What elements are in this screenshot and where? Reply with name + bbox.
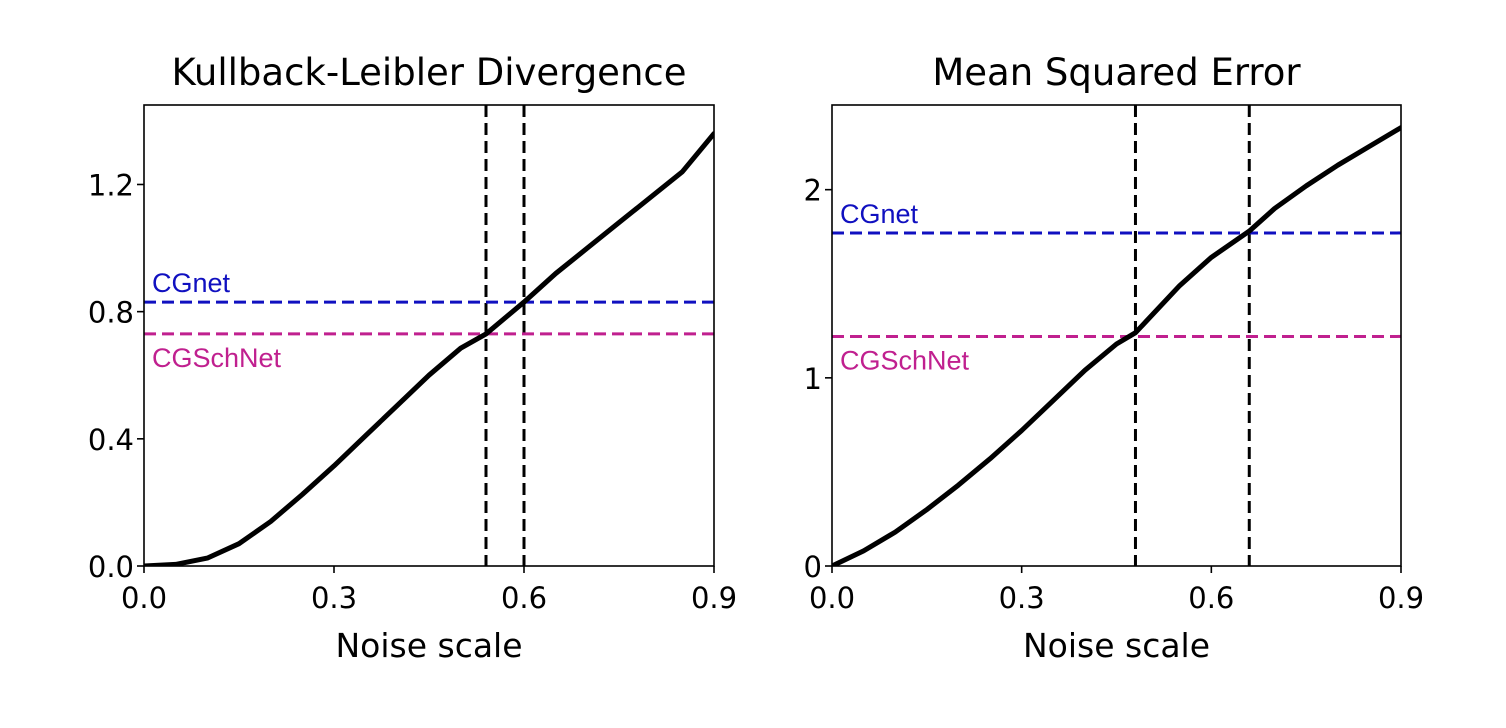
y-tick-label: 2 (804, 174, 822, 208)
x-tick-label: 0.0 (809, 581, 855, 615)
data-series-line (144, 131, 714, 566)
kl-divergence-panel: Kullback-Leibler Divergence 0.0 0.3 0.6 0.9 0… (88, 51, 737, 665)
reference-line-label: CGSchNet (840, 345, 970, 375)
reference-line-label: CGnet (840, 199, 919, 229)
reference-line-label: CGSchNet (152, 343, 282, 373)
plot-area (832, 105, 1401, 566)
y-tick-label: 0.4 (88, 423, 134, 457)
plot-area (144, 105, 714, 566)
mse-panel: Mean Squared Error 0.0 0.3 0.6 0.9 0 1 2 Noise s… (804, 51, 1425, 665)
x-tick-label: 0.9 (1378, 581, 1424, 615)
x-axis-label: Noise scale (1023, 626, 1210, 665)
x-tick-label: 0.6 (501, 581, 547, 615)
y-tick-label: 1.2 (88, 168, 134, 202)
y-tick-label: 0.8 (88, 296, 134, 330)
reference-line-label: CGnet (152, 268, 231, 298)
y-tick-label: 0.0 (88, 550, 134, 584)
x-tick-label: 0.3 (999, 581, 1045, 615)
x-tick-label: 0.9 (691, 581, 737, 615)
x-tick-label: 0.0 (121, 581, 167, 615)
data-series-line (832, 125, 1401, 566)
x-axis-label: Noise scale (335, 626, 522, 665)
y-tick-label: 1 (804, 362, 822, 396)
y-tick-label: 0 (804, 550, 822, 584)
axes-frame (831, 104, 1402, 567)
axes-frame (143, 104, 715, 567)
x-tick-label: 0.3 (311, 581, 357, 615)
chart-title: Mean Squared Error (932, 51, 1301, 94)
chart-title: Kullback-Leibler Divergence (171, 51, 686, 94)
x-tick-label: 0.6 (1188, 581, 1234, 615)
